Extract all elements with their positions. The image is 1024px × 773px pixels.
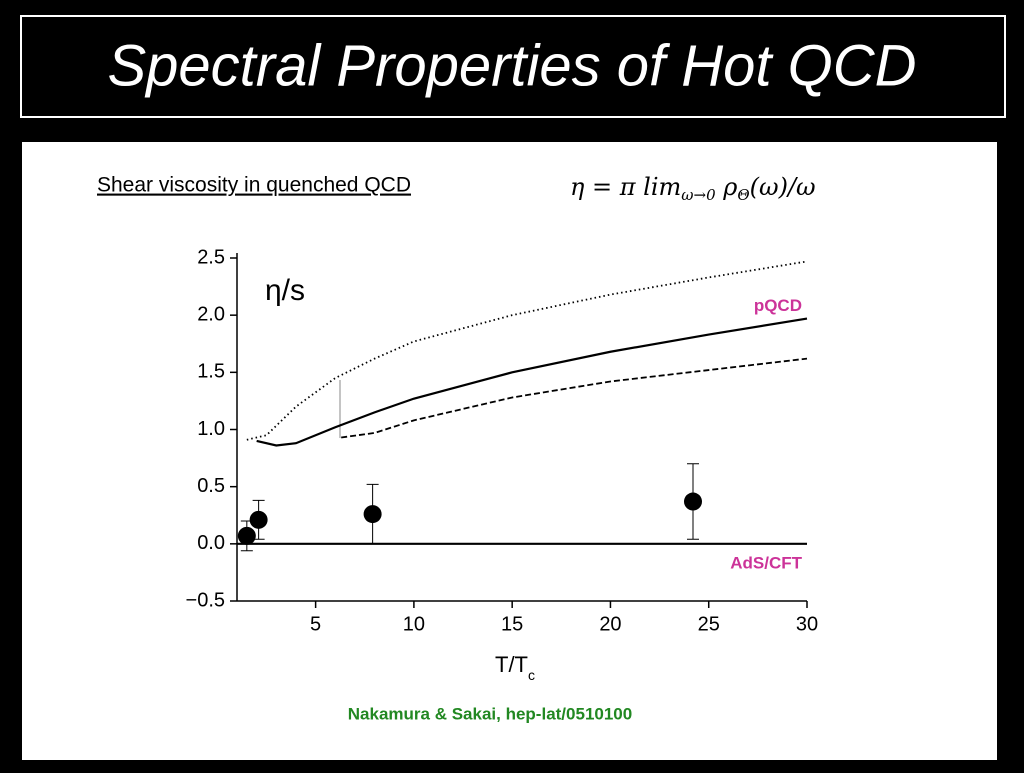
x-tick-label: 5 [310,613,321,635]
subtitle: Shear viscosity in quenched QCD [97,174,411,197]
title-box [20,15,1006,118]
x-tick-label: 15 [501,613,523,635]
formula-sub: ω→0 [681,186,716,204]
curve [341,357,808,439]
y-tick-label: 2.5 [197,246,225,268]
x-tick-label: 25 [698,613,720,635]
citation: Nakamura & Sakai, hep-lat/0510100 [348,704,632,723]
y-tick-label: −0.5 [186,589,225,611]
y-tick-label: 1.5 [197,361,225,383]
series-label: AdS/CFT [730,553,802,572]
x-tick-label: 20 [599,613,621,635]
point [249,510,268,529]
x-tick-label: 10 [403,613,425,635]
curve [246,260,808,441]
x-label-main: T/T [495,652,528,677]
point [684,492,702,511]
formula-part: η = π lim [570,173,681,201]
curve [256,317,808,447]
y-tick-label: 0.5 [197,475,225,497]
panel [22,142,997,760]
formula-part: (ω)/ω [750,173,816,201]
formula-part: ρ [716,173,738,201]
slide-title: Spectral Properties of Hot QCD [107,33,916,98]
point [363,505,382,524]
y-tick-label: 1.0 [197,418,225,440]
series-label: pQCD [754,296,802,315]
point [237,526,256,545]
y-label: η/s [265,274,305,307]
x-label: T/Tc [495,652,535,683]
y-tick-label: 2.0 [197,303,225,325]
x-label-sub: c [528,667,535,683]
formula-sub: Θ [737,186,749,204]
y-tick-label: 0.0 [197,532,225,554]
formula: η = π limω→0 ρΘ(ω)/ω [570,173,816,205]
x-tick-label: 30 [796,613,818,635]
